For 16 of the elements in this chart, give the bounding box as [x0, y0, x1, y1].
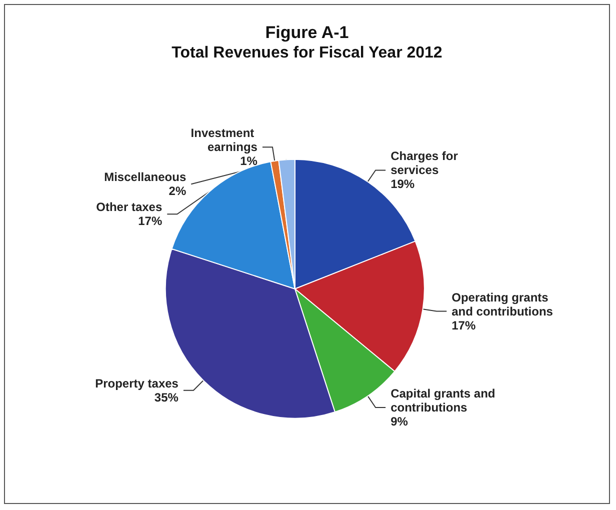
slice-label: Property taxes	[95, 376, 179, 390]
chart-subtitle: Total Revenues for Fiscal Year 2012	[172, 44, 442, 62]
data-label: 17%	[452, 318, 476, 332]
data-label: 1%	[240, 154, 258, 168]
data-label: 9%	[390, 414, 408, 429]
data-label: 19%	[390, 177, 415, 192]
data-label: 2%	[168, 184, 186, 198]
chart-title: Figure A-1	[265, 23, 349, 42]
data-label: 35%	[154, 390, 179, 404]
slice-label: Other taxes	[96, 200, 162, 214]
slice-label: Investment earnings	[190, 126, 258, 154]
slice-label: Charges for services	[390, 149, 462, 178]
slice-label: Miscellaneous	[104, 170, 186, 184]
slice-label: Operating grants and contributions	[452, 290, 554, 318]
slice-label: Capital grants and contributions	[390, 386, 499, 415]
data-label: 17%	[138, 214, 162, 228]
